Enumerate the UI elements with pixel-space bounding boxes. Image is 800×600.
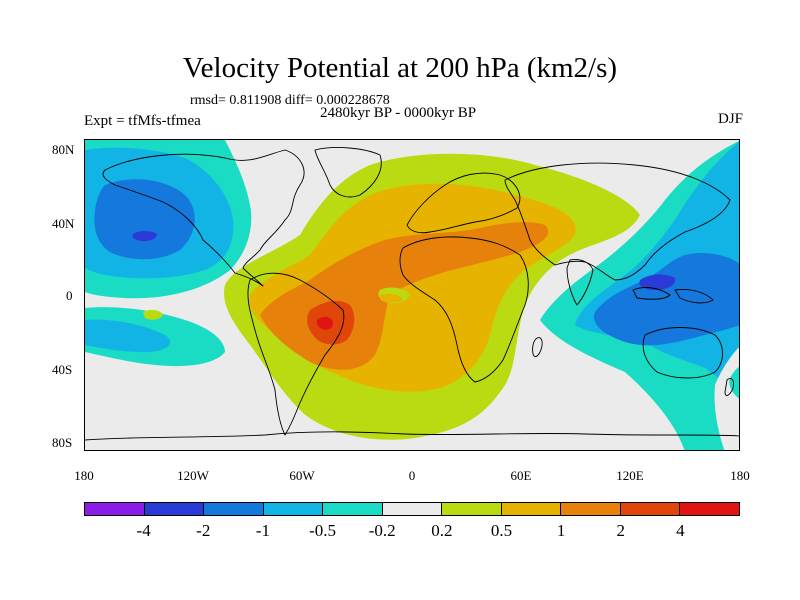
y-tick-label: 40S (52, 362, 73, 377)
plot-title: Velocity Potential at 200 hPa (km2/s) (182, 52, 618, 84)
colorbar-label: 1 (556, 521, 566, 540)
coastlines (85, 147, 739, 441)
colorbar-swatch (561, 503, 621, 515)
map-panel (84, 139, 740, 451)
colorbar-swatch (323, 503, 383, 515)
negative-region-spacific-0.5 (85, 319, 170, 353)
stats-label: rmsd= 0.811908 diff= 0.000228678 (190, 93, 390, 108)
negative-region-npacific-2 (132, 231, 157, 242)
colorbar-label: 0.5 (490, 521, 513, 540)
x-tick-label: 60W (289, 468, 315, 483)
x-tick-label: 60E (510, 468, 532, 483)
colorbar-label: 4 (676, 521, 685, 540)
colorbar-label: -0.5 (309, 521, 336, 540)
y-tick-label: 80S (52, 435, 73, 450)
negative-region-indopacific-edge-lower (729, 366, 739, 399)
colorbar-label: -1 (255, 521, 270, 540)
colorbar-swatch (144, 503, 205, 515)
x-tick-label: 120W (177, 468, 209, 483)
y-tick-label: 80N (52, 142, 75, 157)
negative-region-indopacific-2 (639, 274, 676, 290)
y-tick-label: 0 (66, 288, 73, 303)
neutral-hole-atlantic-inner (380, 293, 403, 303)
x-tick-label: 180 (730, 468, 750, 483)
velocity-potential-map (85, 140, 739, 450)
negative-region-indopacific-edge (714, 347, 739, 450)
positive-region-4 (316, 316, 334, 330)
colorbar-swatch (204, 503, 264, 515)
negative-region-indopacific-1 (594, 253, 739, 346)
colorbar (84, 502, 740, 516)
colorbar-swatch (442, 503, 502, 515)
period-label: 2480kyr BP - 0000kyr BP (320, 105, 477, 121)
positive-blob-pacific (143, 309, 163, 320)
colorbar-label: -4 (136, 521, 151, 540)
negative-region-npacific-1 (94, 179, 195, 260)
x-tick-label: 180 (74, 468, 94, 483)
colorbar-swatch (263, 503, 324, 515)
colorbar-label: 2 (616, 521, 625, 540)
x-tick-label: 120E (616, 468, 644, 483)
colorbar-swatch (382, 503, 443, 515)
colorbar-swatch (501, 503, 562, 515)
colorbar-label: 0.2 (431, 521, 453, 540)
experiment-label: Expt = tfMfs-tfmea (84, 113, 201, 129)
y-tick-label: 40N (52, 216, 75, 231)
colorbar-swatch (620, 503, 681, 515)
x-tick-label: 0 (408, 468, 416, 483)
colorbar-swatch (680, 503, 740, 515)
season-label: DJF (717, 111, 743, 127)
colorbar-swatch (85, 503, 145, 515)
colorbar-label: -2 (196, 521, 211, 540)
colorbar-label: -0.2 (368, 521, 396, 540)
